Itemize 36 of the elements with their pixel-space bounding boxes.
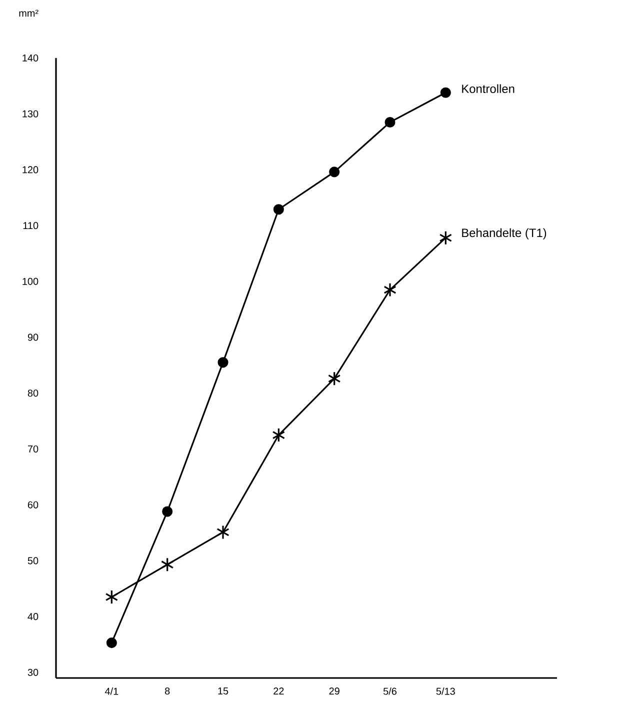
y-tick-label: 120 xyxy=(22,166,38,174)
point xyxy=(384,116,396,128)
y-tick-label: 140 xyxy=(22,54,38,62)
y-tick-label: 130 xyxy=(22,110,38,118)
x-tick-label: 15 xyxy=(218,687,228,694)
point xyxy=(105,590,118,604)
y-axis-title: mm² xyxy=(19,10,38,17)
series-label: Kontrollen xyxy=(462,84,514,94)
x-tick-label: 29 xyxy=(329,688,340,695)
x-tick-label: 4/1 xyxy=(104,688,118,695)
point xyxy=(273,204,284,215)
point xyxy=(384,282,396,298)
point xyxy=(440,87,451,98)
point xyxy=(439,230,452,246)
series-label: Behandelte (T1) xyxy=(462,228,546,240)
y-tick-label: 60 xyxy=(28,501,38,508)
y-tick-label: 90 xyxy=(28,334,38,341)
x-tick-label: 8 xyxy=(165,688,170,695)
y-tick-label: 40 xyxy=(28,613,38,620)
point xyxy=(218,357,228,368)
y-tick-label: 100 xyxy=(22,278,38,285)
y-tick-label: 30 xyxy=(28,668,38,676)
x-tick-label: 5/13 xyxy=(436,688,455,695)
y-tick-label: 50 xyxy=(28,557,38,564)
x-tick-label: 5/6 xyxy=(383,688,396,695)
y-tick-label: 70 xyxy=(28,445,38,453)
point xyxy=(216,524,230,540)
x-tick-label: 22 xyxy=(274,688,284,694)
point xyxy=(272,428,286,442)
y-tick-label: 80 xyxy=(28,390,38,397)
point xyxy=(162,506,173,517)
point xyxy=(329,166,340,178)
point xyxy=(160,557,174,572)
point xyxy=(328,371,341,386)
y-tick-label: 110 xyxy=(23,222,38,230)
point xyxy=(106,638,117,648)
